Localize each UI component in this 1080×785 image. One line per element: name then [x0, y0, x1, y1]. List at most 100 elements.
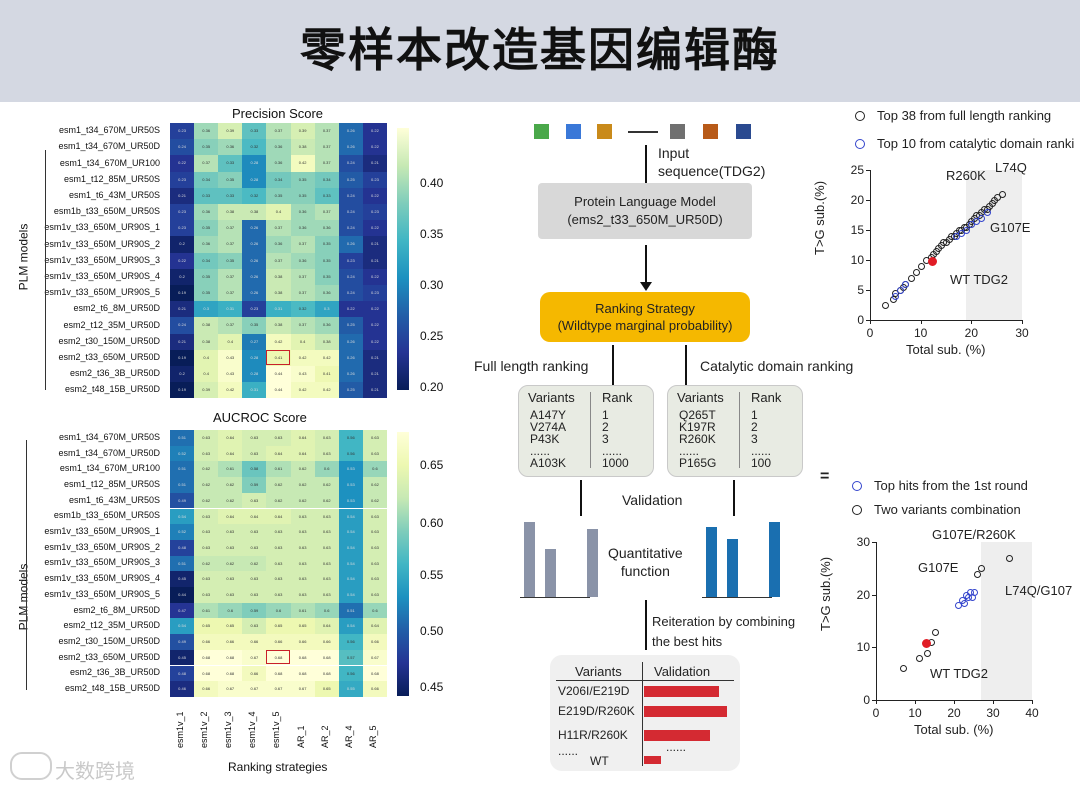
- heatmap-cell: 0.35: [242, 317, 267, 334]
- x-tick-mark: [876, 700, 877, 704]
- heatmap-cell: 0.33: [194, 187, 219, 204]
- table-rank: 3: [602, 432, 609, 446]
- aucroc-colorbar: [397, 432, 409, 696]
- heatmap-cell: 0.37: [218, 317, 243, 334]
- heatmap-cell: 0.62: [218, 477, 243, 493]
- heatmap-cell: 0.63: [242, 587, 267, 603]
- heatmap-cell: 0.63: [314, 587, 339, 603]
- heatmap-cell: 0.35: [218, 171, 243, 188]
- model-label: esm1v_t33_650M_UR90S_2: [44, 238, 160, 249]
- y-tick-label: 25: [850, 163, 864, 177]
- table-rank: 1: [602, 408, 609, 422]
- heatmap-cell: 0.26: [338, 333, 363, 350]
- heatmap-cell: 0.62: [290, 477, 315, 493]
- heatmap-cell: 0.36: [290, 204, 315, 221]
- x-tick-label: 30: [986, 706, 1000, 720]
- quant-bar: [545, 549, 556, 597]
- slide-title: 零样本改造基因编辑酶: [300, 23, 780, 77]
- heatmap-cell: 0.38: [290, 139, 315, 156]
- heatmap-cell: 0.2: [170, 366, 195, 383]
- heatmap-cell: 0.31: [218, 301, 243, 318]
- heatmap-cell: 0.68: [266, 665, 291, 682]
- model-label: esm2_t48_15B_UR50D: [64, 384, 160, 395]
- heatmap-cell: 0.54: [170, 508, 195, 525]
- heatmap-cell: 0.66: [362, 681, 387, 697]
- quant-bar: [587, 529, 598, 597]
- x-tick-label: 0: [866, 326, 874, 340]
- heatmap-cell: 0.63: [362, 555, 387, 572]
- heatmap-cell: 0.35: [314, 252, 339, 269]
- heatmap-cell: 0.45: [170, 649, 195, 666]
- y-tick-mark: [866, 320, 870, 321]
- heatmap-cell: 0.36: [290, 220, 315, 237]
- heatmap-cell: 0.61: [290, 602, 315, 619]
- scatter-point: [907, 275, 915, 282]
- model-label: esm2_t36_3B_UR50D: [69, 667, 160, 678]
- heatmap-cell: 0.63: [194, 539, 219, 556]
- model-label: esm2_t30_150M_UR50D: [58, 635, 160, 646]
- quant-label: Quantitative function: [608, 545, 683, 579]
- legend-marker-icon: [852, 505, 862, 515]
- model-label: esm1_t34_670M_UR100: [59, 463, 160, 474]
- heatmap-cell: 0.61: [194, 602, 219, 619]
- model-label: esm1v_t33_650M_UR90S_1: [44, 526, 160, 537]
- heatmap-cell: 0.24: [338, 187, 363, 204]
- model-label: esm2_t6_8M_UR50D: [73, 604, 160, 615]
- heatmap-cell: 0.63: [266, 587, 291, 603]
- heatmap-cell: 0.64: [290, 445, 315, 462]
- heatmap-cell: 0.54: [338, 618, 363, 635]
- heatmap-cell: 0.37: [194, 155, 219, 172]
- validation-label: Validation: [622, 492, 683, 508]
- heatmap-cell: 0.51: [170, 430, 195, 446]
- heatmap-cell: 0.37: [290, 317, 315, 334]
- model-label: esm1v_t33_650M_UR90S_4: [44, 573, 160, 584]
- y-axis-label: T>G sub.(%): [818, 556, 833, 631]
- aucroc-y-axis-title: PLM models: [16, 563, 31, 631]
- heatmap-cell: 0.28: [242, 349, 267, 366]
- validation-header-line: [556, 680, 734, 681]
- heatmap-cell: 0.4: [290, 333, 315, 350]
- model-label: esm1v_t33_650M_UR90S_5: [44, 287, 160, 298]
- heatmap-cell: 0.19: [170, 349, 195, 366]
- x-tick-mark: [971, 320, 973, 324]
- scatter-point: [978, 565, 986, 573]
- heatmap-cell: 0.38: [266, 317, 291, 334]
- heatmap-cell: 0.64: [218, 445, 243, 462]
- precision-title: Precision Score: [232, 106, 324, 121]
- colorbar-tick: 0.35: [420, 227, 444, 241]
- heatmap-cell: 0.63: [242, 618, 267, 635]
- heatmap-cell: 0.63: [266, 539, 291, 556]
- heatmap-cell: 0.22: [362, 139, 387, 156]
- heatmap-cell: 0.38: [266, 285, 291, 302]
- heatmap-cell: 0.54: [338, 539, 363, 556]
- y-tick-label: 20: [856, 587, 870, 602]
- heatmap-cell: 0.24: [338, 155, 363, 172]
- colorbar-tick: 0.60: [420, 516, 444, 530]
- heatmap-cell: 0.22: [338, 301, 363, 318]
- annotation-label: WT TDG2: [950, 272, 1009, 287]
- heatmap-cell: 0.23: [362, 171, 387, 188]
- heatmap-cell: 0.43: [290, 366, 315, 383]
- shaded-region: [966, 170, 1022, 320]
- heatmap-cell: 0.23: [170, 171, 195, 188]
- validation-header-variants: Variants: [575, 664, 622, 679]
- heatmap-cell: 0.67: [242, 681, 267, 697]
- scatter-point: [1005, 554, 1013, 562]
- heatmap-cell: 0.66: [242, 665, 267, 682]
- x-tick-mark: [954, 700, 955, 704]
- section-marker: =: [820, 468, 830, 485]
- sequence-square: [597, 124, 612, 139]
- strategy-label: esm1v_1: [175, 711, 185, 748]
- validation-bar: [644, 756, 661, 764]
- model-label: esm2_t6_8M_UR50D: [73, 303, 160, 314]
- heatmap-cell: 0.25: [338, 382, 363, 399]
- heatmap-cell: 0.53: [338, 477, 363, 493]
- heatmap-cell: 0.44: [266, 382, 291, 399]
- heatmap-cell: 0.22: [362, 268, 387, 285]
- heatmap-cell: 0.63: [314, 445, 339, 462]
- heatmap-cell: 0.33: [218, 155, 243, 172]
- strategy-label: esm1v_2: [199, 711, 210, 748]
- plm-arrow-head-icon: [640, 282, 652, 291]
- heatmap-cell: 0.63: [194, 571, 219, 587]
- reiteration-label: Reiteration by combining the best hits: [652, 614, 796, 649]
